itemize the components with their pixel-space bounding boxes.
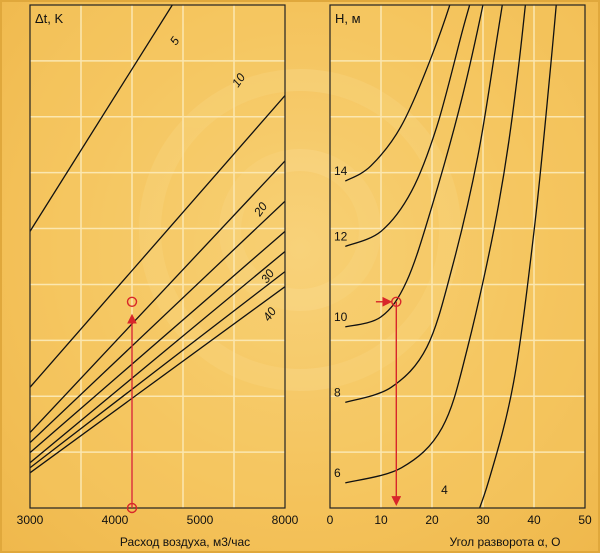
series-line-15: [30, 160, 285, 433]
example-start-marker: [126, 502, 138, 514]
curve-label: 8: [334, 385, 341, 399]
y-axis-label: Δt, K: [35, 11, 64, 26]
series-line-30: [30, 250, 285, 464]
series-line-25: [30, 230, 285, 454]
series-line-6: [345, 5, 527, 484]
example-end-marker: [126, 296, 138, 307]
series-line-10: [345, 5, 484, 328]
series-line-5: [30, 5, 173, 232]
x-tick-label: 3000: [17, 513, 44, 527]
series-line-20: [30, 200, 285, 444]
curve-label: 12: [334, 229, 348, 243]
series-line-12: [345, 5, 471, 248]
series-line-10: [30, 95, 285, 388]
x-tick-label: 4000: [102, 513, 129, 527]
series-line-8: [345, 5, 503, 403]
x-tick-label: 30: [476, 513, 490, 527]
x-tick-label: 5000: [187, 513, 214, 527]
series-group: [30, 5, 285, 474]
series-line-14: [344, 5, 451, 182]
x-tick-label: 20: [425, 513, 439, 527]
curve-label: 14: [334, 164, 348, 178]
curve-label: 20: [250, 199, 270, 219]
plot-area: [330, 5, 585, 508]
x-tick-label: 40: [527, 513, 541, 527]
series-line-35: [30, 271, 285, 469]
series-line-40: [30, 286, 285, 474]
plot-frame: [329, 4, 586, 509]
plot-frame: [29, 4, 286, 509]
plot-area: [30, 5, 285, 508]
y-axis-label: H, м: [335, 11, 361, 26]
x-tick-label: 0: [327, 513, 334, 527]
x-tick-label: 50: [578, 513, 592, 527]
series-group: [344, 5, 557, 508]
x-axis-label: Расход воздуха, м3/час: [120, 535, 250, 549]
series-line-4: [478, 5, 557, 508]
curve-label: 6: [334, 466, 341, 480]
curve-label: 10: [334, 310, 348, 324]
watermark-decoration: [139, 69, 461, 391]
curve-label: 4: [441, 483, 448, 497]
x-tick-label: 8000: [272, 513, 299, 527]
x-axis-label: Угол разворота α, О: [450, 535, 561, 549]
x-tick-label: 10: [374, 513, 388, 527]
